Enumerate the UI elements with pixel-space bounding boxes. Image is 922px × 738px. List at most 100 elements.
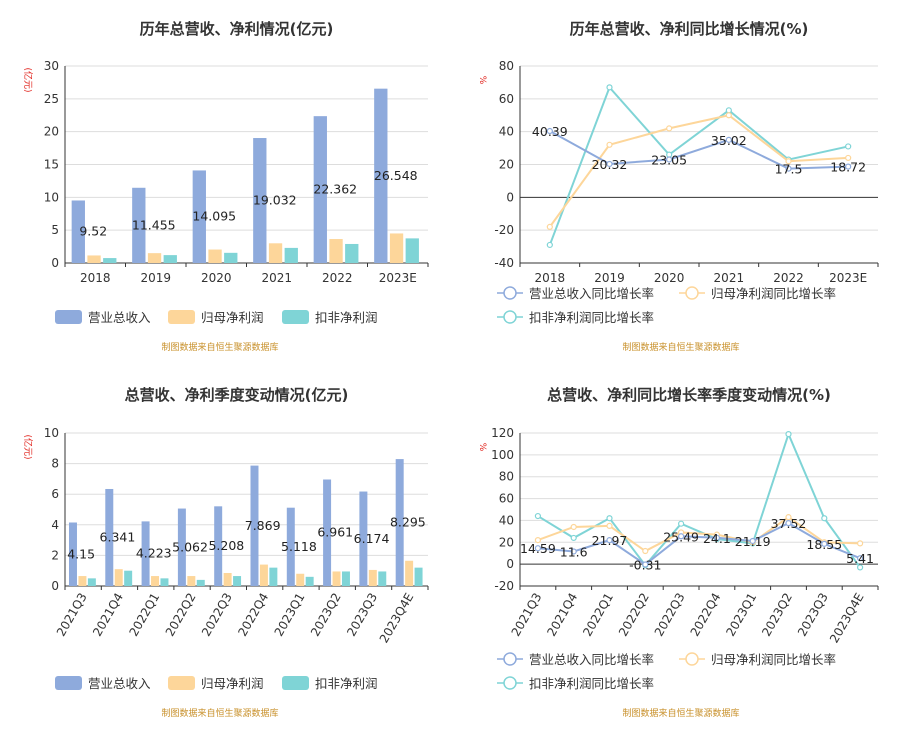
x-tick-label: 2023Q1 <box>272 591 308 639</box>
data-point <box>725 112 732 119</box>
data-point <box>606 537 613 544</box>
bar <box>296 573 305 586</box>
data-label: 20.32 <box>592 157 628 172</box>
legend-marker <box>503 310 517 324</box>
bar <box>341 571 350 586</box>
bar <box>345 243 359 263</box>
data-label: 5.208 <box>208 538 244 553</box>
data-label: 11.6 <box>560 544 588 559</box>
bar <box>405 238 419 263</box>
legend-swatch <box>55 310 82 324</box>
x-tick-label: 2019 <box>140 271 171 285</box>
x-tick-label: 2021 <box>714 271 745 285</box>
data-point <box>821 515 828 522</box>
data-point <box>546 223 553 230</box>
x-tick-label: 2022Q4 <box>688 591 724 639</box>
y-unit-label: % <box>477 443 487 452</box>
x-tick-label: 2023Q2 <box>759 591 795 639</box>
legend-swatch <box>168 676 195 690</box>
bar <box>105 488 114 586</box>
bar <box>68 522 77 586</box>
data-label: 5.118 <box>281 539 317 554</box>
y-tick-label: 0 <box>51 256 59 270</box>
data-point <box>606 515 613 522</box>
annual-revenue-profit-svg: 历年总营收、净利情况(亿元) (亿元) 0 5 10 15 20 25 30 2018 2019 20… <box>22 20 429 353</box>
data-label: 18.72 <box>830 160 866 175</box>
bar <box>187 576 196 586</box>
bar <box>305 576 314 586</box>
bar <box>405 560 414 586</box>
data-label: 21.19 <box>735 534 771 549</box>
series-line <box>549 130 849 170</box>
y-tick-label: 0 <box>506 557 514 571</box>
data-point <box>785 165 792 172</box>
y-tick-label: 0 <box>506 190 514 204</box>
legend-marker <box>503 652 517 666</box>
data-point <box>785 514 792 521</box>
annual-revenue-profit-chart: 历年总营收、净利情况(亿元) (亿元) 0 5 10 15 20 25 30 2018 2019 20… <box>0 0 461 369</box>
y-tick-label: 60 <box>499 92 514 106</box>
data-label: 6.961 <box>317 525 353 540</box>
data-label: 11.455 <box>132 217 176 232</box>
data-point <box>821 540 828 547</box>
legend-label: 扣非净利润同比增长率 <box>529 676 654 691</box>
x-tick-label: 2022Q1 <box>126 591 162 639</box>
data-label: 5.41 <box>846 551 874 566</box>
bar <box>286 507 295 586</box>
bar <box>368 569 377 586</box>
y-tick-label: 100 <box>491 448 514 462</box>
x-tick-label: 2018 <box>80 271 111 285</box>
data-label: 14.095 <box>192 209 236 224</box>
data-point <box>606 160 613 168</box>
x-tick-label: 2020 <box>654 271 685 285</box>
y-tick-label: 80 <box>499 59 514 73</box>
data-point <box>606 84 613 91</box>
bar <box>87 255 101 263</box>
y-tick-label: 60 <box>499 492 514 506</box>
bar <box>329 239 343 263</box>
bar <box>78 576 87 586</box>
data-label: 22.362 <box>313 182 357 197</box>
series-line <box>537 515 861 553</box>
data-point <box>606 141 613 148</box>
x-tick-label: 2022Q2 <box>163 591 199 639</box>
y-tick-label: 5 <box>51 223 59 237</box>
y-tick-label: 20 <box>499 535 514 549</box>
y-tick-label: 120 <box>491 426 514 440</box>
y-tick-label: 80 <box>499 470 514 484</box>
data-point <box>678 533 685 540</box>
x-tick-label: 2021Q3 <box>54 591 90 639</box>
data-point <box>749 537 756 545</box>
x-tick-label: 2022Q3 <box>652 591 688 639</box>
bar <box>124 570 133 586</box>
data-label: 6.341 <box>100 529 136 544</box>
y-tick-label: 10 <box>44 190 59 204</box>
quarterly-revenue-profit-chart: 总营收、净利季度变动情况(亿元) (亿元) 0 2 4 6 8 10 2021Q3 2021Q4 2… <box>0 369 461 738</box>
y-tick-label: -40 <box>494 256 514 270</box>
data-point <box>570 523 577 531</box>
bar <box>208 249 222 263</box>
data-label: -0.31 <box>629 557 661 572</box>
x-tick-label: 2019 <box>594 271 625 285</box>
data-point <box>678 520 685 527</box>
legend-swatch <box>168 310 195 324</box>
y-tick-label: 4 <box>51 518 59 532</box>
data-label: 18.55 <box>806 537 842 552</box>
legend-label: 营业总收入同比增长率 <box>529 652 654 667</box>
data-point <box>642 547 649 555</box>
bar <box>192 170 206 263</box>
bar <box>395 459 404 586</box>
bar <box>233 576 242 586</box>
x-tick-label: 2021 <box>261 271 292 285</box>
data-point <box>534 545 542 552</box>
x-tick-label: 2022Q3 <box>199 591 235 639</box>
data-point <box>666 125 673 132</box>
data-point <box>666 156 673 163</box>
x-tick-label: 2023Q4E <box>377 591 417 646</box>
bar <box>414 567 423 586</box>
y-tick-label: 40 <box>499 125 514 139</box>
x-tick-label: 2023Q3 <box>795 591 831 639</box>
y-tick-label: 20 <box>499 158 514 172</box>
bar <box>87 578 96 586</box>
bar <box>374 88 388 263</box>
